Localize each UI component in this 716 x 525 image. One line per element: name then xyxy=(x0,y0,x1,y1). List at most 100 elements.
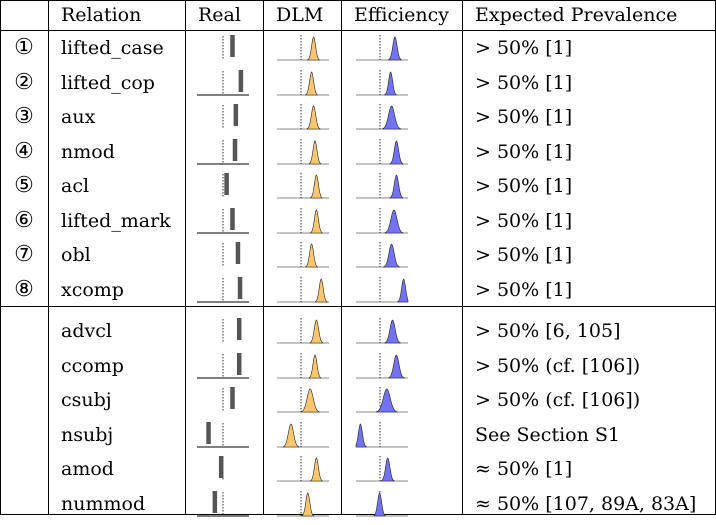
header-dlm: DLM xyxy=(276,4,324,26)
expected-prevalence: > 50% [1] xyxy=(475,278,573,301)
dlm-density-curve xyxy=(301,491,315,516)
efficiency-density-plot xyxy=(356,69,408,95)
efficiency-density-plot xyxy=(356,242,408,268)
dlm-cell xyxy=(275,452,331,487)
relation-name: nummod xyxy=(61,492,146,515)
dlm-density-plot xyxy=(277,207,329,233)
efficiency-density-plot xyxy=(356,173,408,199)
dlm-cell xyxy=(275,349,331,384)
efficiency-density-plot xyxy=(356,352,408,378)
table-row: nsubj See Section S1 xyxy=(0,418,716,453)
relation-name: xcomp xyxy=(61,278,124,301)
table-row: ⑤ acl > 50% [1] xyxy=(0,169,716,204)
dlm-density-plot xyxy=(277,352,329,378)
relation-name: ccomp xyxy=(61,354,124,377)
dlm-density-plot xyxy=(277,456,329,482)
col-border xyxy=(462,0,463,515)
dlm-density-curve xyxy=(305,70,319,95)
efficiency-density-curve xyxy=(397,277,409,302)
dlm-cell xyxy=(275,100,331,135)
table-row: nummod ≈ 50% [107, 89A, 83A] xyxy=(0,487,716,522)
table-row: ③ aux > 50% [1] xyxy=(0,100,716,135)
real-value-bar xyxy=(233,104,239,126)
expected-prevalence: > 50% [1] xyxy=(475,209,573,232)
relation-name: amod xyxy=(61,458,114,480)
efficiency-density-curve xyxy=(389,174,404,199)
real-value-bar xyxy=(236,318,242,340)
real-cell xyxy=(196,383,250,418)
row-number: ⑦ xyxy=(14,242,34,267)
table-row: ⑦ obl > 50% [1] xyxy=(0,238,716,273)
col-border xyxy=(185,0,186,515)
dlm-density-plot xyxy=(277,387,329,413)
row-number: ⑥ xyxy=(14,207,34,233)
expected-prevalence: ≈ 50% [107, 89A, 83A] xyxy=(475,492,697,515)
dlm-cell xyxy=(275,31,331,66)
row-number: ③ xyxy=(14,104,34,129)
efficiency-density-plot xyxy=(356,490,408,516)
relation-name: lifted_cop xyxy=(61,71,155,94)
real-value-bar xyxy=(237,276,243,299)
dlm-cell xyxy=(275,383,331,418)
dlm-density-curve xyxy=(309,319,324,344)
real-value-bar xyxy=(230,207,235,230)
dlm-density-plot xyxy=(277,276,329,302)
row-number xyxy=(0,418,48,453)
real-cell xyxy=(196,452,250,487)
table-row: amod ≈ 50% [1] xyxy=(0,452,716,487)
dlm-density-curve xyxy=(310,208,324,233)
header-rule xyxy=(0,30,716,31)
real-cell xyxy=(196,349,250,384)
real-value-bar xyxy=(218,456,224,478)
dlm-density-plot xyxy=(277,421,329,447)
expected-prevalence: > 50% [6, 105] xyxy=(475,320,621,342)
efficiency-density-plot xyxy=(356,456,408,482)
col-border xyxy=(341,0,342,515)
expected-prevalence: ≈ 50% [1] xyxy=(475,458,573,480)
efficiency-density-plot xyxy=(356,104,408,130)
relation-name: aux xyxy=(61,106,96,128)
expected-prevalence: > 50% [1] xyxy=(475,244,573,266)
header-prevalence: Expected Prevalence xyxy=(475,4,678,26)
efficiency-cell xyxy=(354,66,410,101)
row-number: ④ xyxy=(14,138,34,164)
dlm-cell xyxy=(275,169,331,204)
efficiency-density-curve xyxy=(384,209,404,233)
row-number xyxy=(0,383,48,418)
dlm-density-plot xyxy=(277,35,329,61)
relation-name: nsubj xyxy=(61,423,114,446)
efficiency-cell xyxy=(354,238,410,273)
real-distribution-plot xyxy=(197,352,249,378)
real-cell xyxy=(196,100,250,135)
efficiency-density-plot xyxy=(356,207,408,233)
col-border xyxy=(48,0,49,515)
real-value-bar xyxy=(236,352,242,375)
dlm-cell xyxy=(275,66,331,101)
efficiency-cell xyxy=(354,135,410,170)
real-cell xyxy=(196,204,250,239)
real-value-bar xyxy=(235,242,241,264)
table-row: ccomp > 50% (cf. [106]) xyxy=(0,349,716,384)
expected-prevalence: > 50% [1] xyxy=(475,37,573,59)
real-value-bar xyxy=(212,490,218,513)
expected-prevalence: > 50% [1] xyxy=(475,71,573,94)
efficiency-density-plot xyxy=(356,138,408,164)
real-cell xyxy=(196,31,250,66)
real-cell xyxy=(196,169,250,204)
efficiency-density-plot xyxy=(356,318,408,344)
dlm-density-curve xyxy=(305,243,319,268)
row-number xyxy=(0,314,48,349)
real-distribution-plot xyxy=(197,69,249,95)
real-distribution-plot xyxy=(197,421,249,447)
real-distribution-plot xyxy=(222,387,235,411)
dlm-density-curve xyxy=(307,36,321,61)
dlm-cell xyxy=(275,204,331,239)
efficiency-cell xyxy=(354,349,410,384)
efficiency-density-curve xyxy=(384,70,398,95)
dlm-density-plot xyxy=(277,138,329,164)
table-row: advcl > 50% [6, 105] xyxy=(0,314,716,349)
efficiency-density-curve xyxy=(376,388,399,413)
real-value-bar xyxy=(230,387,235,409)
real-distribution-plot xyxy=(222,35,235,59)
